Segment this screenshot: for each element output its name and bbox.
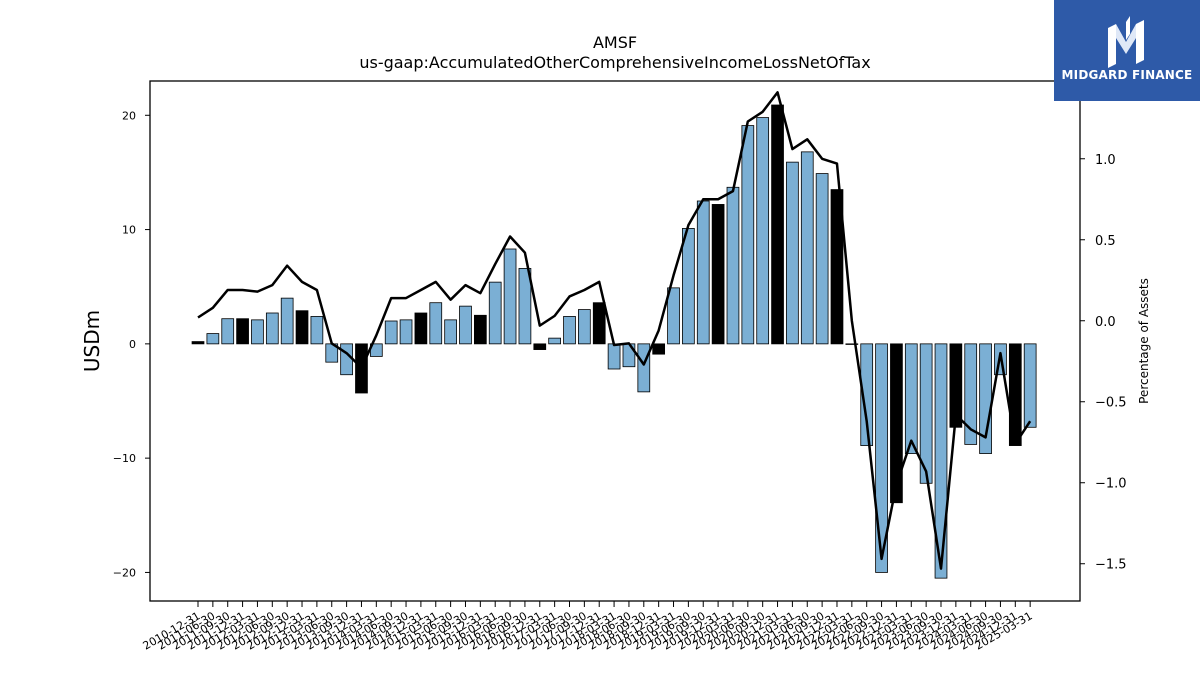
- bar-2016-09-30: [533, 343, 547, 350]
- bar-2014-06-30: [399, 319, 413, 345]
- bar-2019-06-30: [696, 200, 710, 345]
- y-axis-right: −1.5 −1.0 −0.5 0.0 0.5 1.0: [1080, 153, 1127, 573]
- bar-2020-12-31: [786, 161, 799, 345]
- bar-2019-03-31: [682, 228, 695, 345]
- bar-2011-06-30: [221, 318, 235, 345]
- bar-2018-06-30: [637, 343, 651, 393]
- y2-tick-label: −0.5: [1095, 396, 1127, 411]
- bar-2021-09-30: [830, 189, 844, 345]
- bar-2016-12-31: [548, 337, 561, 345]
- bar-2020-06-30: [756, 117, 770, 345]
- bar-2024-12-31: [1023, 343, 1037, 428]
- bar-2021-12-31: [845, 343, 859, 345]
- bar-2019-12-31: [726, 186, 740, 345]
- chart-subtitle: us-gaap:AccumulatedOtherComprehensiveInc…: [359, 53, 870, 72]
- bar-2013-06-30: [340, 343, 353, 376]
- x-axis: 2010-12-312011-06-302011-09-302011-12-31…: [141, 601, 1035, 653]
- bar-2017-06-30: [578, 309, 591, 345]
- plot-frame: [149, 80, 1081, 602]
- bar-2023-03-31: [919, 343, 933, 484]
- y-tick-label: 20: [122, 109, 136, 122]
- chart-title: AMSF: [593, 33, 637, 52]
- bar-2022-12-31: [904, 343, 918, 454]
- bar-series: [191, 104, 1037, 579]
- y2-tick-label: 0.5: [1095, 234, 1116, 249]
- bar-2021-06-30: [815, 173, 829, 345]
- y-tick-label: 0: [129, 338, 136, 351]
- logo-text: MIDGARD FINANCE: [1061, 68, 1193, 82]
- bar-2011-03-31: [206, 333, 220, 345]
- bar-2020-09-30: [771, 104, 784, 345]
- y2-tick-label: 0.0: [1095, 315, 1116, 330]
- bar-2011-12-31: [251, 319, 264, 345]
- bar-2017-12-31: [607, 343, 621, 370]
- y-tick-label: −10: [113, 452, 136, 465]
- bar-2023-12-31: [964, 343, 978, 445]
- brand-logo: MIDGARD FINANCE: [1054, 0, 1200, 101]
- y2-tick-label: 1.0: [1095, 153, 1116, 168]
- y2-axis-label: Percentage of Assets: [1137, 278, 1151, 404]
- bar-2021-03-31: [800, 151, 814, 345]
- bar-2017-03-31: [563, 316, 576, 345]
- bar-2019-09-30: [711, 204, 725, 345]
- bar-2015-06-30: [459, 305, 472, 345]
- bar-2012-09-30: [295, 310, 309, 345]
- bar-2010-12-31: [191, 341, 205, 345]
- y-tick-label: −20: [113, 566, 136, 579]
- bar-2012-06-30: [280, 297, 294, 345]
- bar-2015-12-31: [488, 281, 502, 345]
- bar-2023-06-30: [934, 343, 948, 579]
- y-axis-label: USDm: [80, 310, 104, 372]
- bar-2016-06-30: [518, 268, 532, 345]
- bar-2022-03-31: [860, 343, 874, 446]
- y-axis-left: −20 −10 0 10 20: [113, 109, 150, 579]
- y2-tick-label: −1.0: [1095, 477, 1127, 492]
- percentage-of-assets-line: [197, 91, 1032, 570]
- midgard-logo-icon: [1108, 16, 1144, 68]
- y-tick-label: 10: [122, 224, 136, 237]
- bar-2014-09-30: [414, 312, 428, 345]
- bar-2014-03-31: [384, 320, 398, 345]
- bar-2018-12-31: [667, 287, 680, 345]
- bar-2018-09-30: [652, 343, 666, 355]
- bar-2015-09-30: [473, 314, 487, 345]
- bar-2016-03-31: [503, 248, 517, 345]
- bar-2017-09-30: [592, 302, 606, 345]
- y2-tick-label: −1.5: [1095, 558, 1127, 573]
- bar-2024-09-30: [1008, 343, 1022, 446]
- bar-2014-12-31: [429, 302, 443, 345]
- bar-2012-12-31: [310, 316, 324, 345]
- bar-2012-03-31: [265, 312, 279, 345]
- bar-2022-06-30: [875, 343, 888, 573]
- bar-2020-03-31: [741, 125, 755, 345]
- bar-2015-03-31: [444, 319, 457, 345]
- bar-2022-09-30: [890, 343, 903, 504]
- bar-2011-09-30: [236, 318, 249, 345]
